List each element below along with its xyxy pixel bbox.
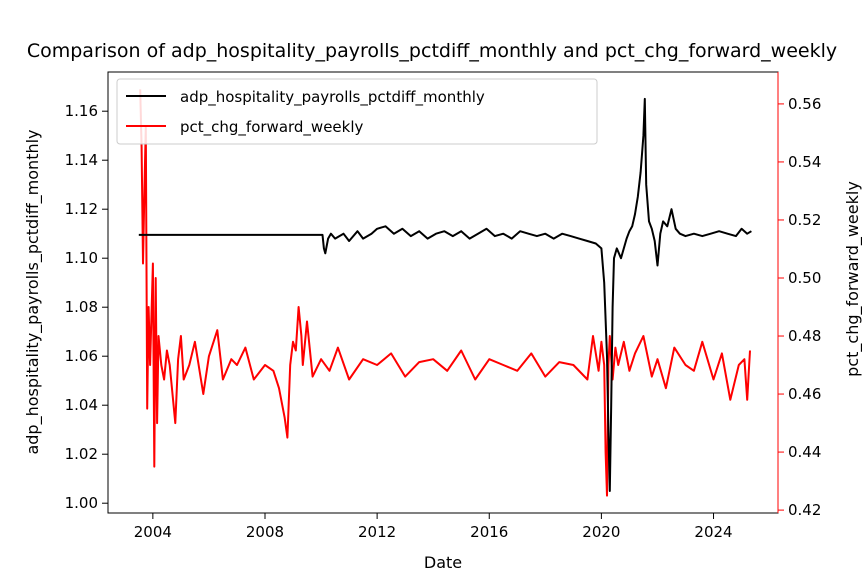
left-y-tick-label: 1.02 (65, 445, 98, 463)
right-y-axis-title: pct_chg_forward_weekly (843, 181, 863, 377)
x-tick-label: 2024 (694, 523, 732, 541)
series-line-0 (138, 97, 752, 492)
left-y-tick-label: 1.04 (65, 396, 98, 414)
left-y-tick-label: 1.08 (65, 298, 98, 316)
left-y-axis: 1.00 1.02 1.04 1.06 1.08 1.10 1.12 1.14 1.16 (65, 102, 108, 512)
left-y-tick-label: 1.00 (65, 494, 98, 512)
legend-label-pct-chg-forward: pct_chg_forward_weekly (180, 118, 364, 137)
x-tick-label: 2020 (582, 523, 620, 541)
left-y-tick-label: 1.14 (65, 151, 98, 169)
x-tick-label: 2016 (470, 523, 508, 541)
series-layer (138, 89, 752, 497)
left-y-tick-label: 1.10 (65, 249, 98, 267)
legend: adp_hospitality_payrolls_pctdiff_monthly… (116, 78, 598, 145)
chart-title: Comparison of adp_hospitality_payrolls_p… (27, 40, 837, 62)
right-y-tick-label: 0.54 (788, 153, 821, 171)
right-y-tick-label: 0.46 (788, 385, 821, 403)
x-tick-label: 2004 (134, 523, 172, 541)
right-y-tick-label: 0.42 (788, 501, 821, 519)
left-y-tick-label: 1.12 (65, 200, 98, 218)
right-y-tick-label: 0.52 (788, 211, 821, 229)
right-y-axis: 0.42 0.44 0.46 0.48 0.50 0.52 0.54 0.56 (778, 95, 821, 519)
left-y-tick-label: 1.16 (65, 102, 98, 120)
legend-box (116, 78, 598, 145)
x-tick-label: 2008 (246, 523, 284, 541)
legend-label-adp-hospitality: adp_hospitality_payrolls_pctdiff_monthly (180, 88, 485, 107)
left-y-tick-label: 1.06 (65, 347, 98, 365)
series-line-1 (139, 89, 751, 497)
left-y-axis-title: adp_hospitality_payrolls_pctdiff_monthly (23, 129, 43, 454)
right-y-tick-label: 0.48 (788, 327, 821, 345)
right-y-tick-label: 0.50 (788, 269, 821, 287)
right-y-tick-label: 0.56 (788, 95, 821, 113)
right-y-tick-label: 0.44 (788, 443, 821, 461)
x-tick-label: 2012 (358, 523, 396, 541)
x-axis: 2004 2008 2012 2016 2020 2024 (134, 513, 733, 541)
x-axis-title: Date (424, 553, 462, 572)
